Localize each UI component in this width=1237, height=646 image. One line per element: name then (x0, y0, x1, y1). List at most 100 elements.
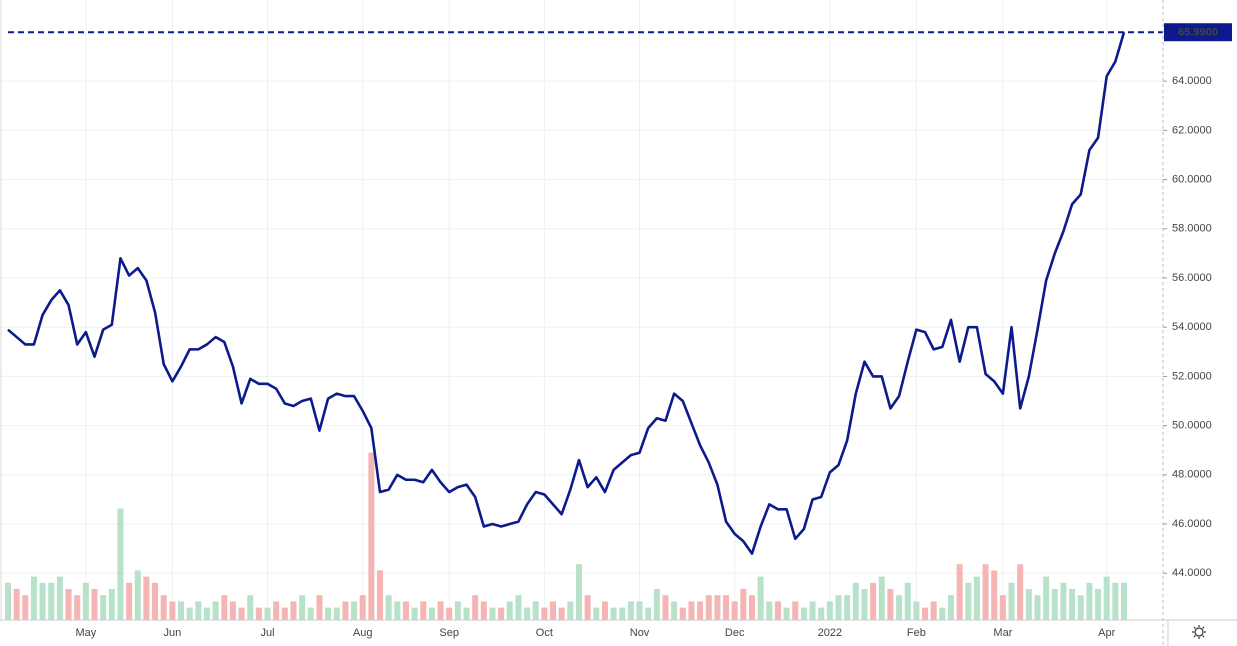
volume-bar (229, 601, 236, 620)
volume-bar (904, 582, 911, 620)
x-tick-label: Feb (907, 627, 926, 639)
volume-bar (1121, 582, 1127, 620)
volume-bar (645, 607, 652, 620)
settings-icon-spokes (1192, 625, 1206, 639)
volume-bar (558, 607, 565, 620)
volume-bar (91, 589, 98, 620)
volume-bar (965, 582, 972, 620)
volume-bar (550, 601, 557, 620)
volume-bar (152, 582, 159, 620)
volume-bar (186, 607, 193, 620)
volume-bar (671, 601, 678, 620)
last-value-box (1164, 23, 1232, 42)
volume-bar (896, 595, 903, 620)
volume-bar (100, 595, 107, 620)
x-tick-label: Dec (725, 627, 745, 639)
volume-bar (1008, 582, 1015, 620)
volume-bar (1086, 582, 1093, 620)
volume-bar (385, 595, 392, 620)
volume-bar (203, 607, 210, 620)
y-tick-label: 54.0000 (1172, 321, 1212, 333)
volume-bar (1051, 589, 1058, 620)
volume-bar (679, 607, 686, 620)
volume-bar (584, 595, 591, 620)
volume-bar (281, 607, 288, 620)
volume-bar (913, 601, 920, 620)
volume-bar (922, 607, 929, 620)
volume-bar (377, 570, 383, 620)
volume-bar (5, 582, 11, 620)
volume-bar (818, 607, 825, 620)
volume-bar (307, 607, 314, 620)
volume-bar (506, 601, 513, 620)
y-tick-label: 48.0000 (1172, 469, 1212, 481)
volume-bar (342, 601, 349, 620)
volume-bar (982, 564, 989, 620)
volume-bar (1077, 595, 1084, 620)
volume-bar (1060, 582, 1067, 620)
volume-bar (30, 576, 37, 620)
volume-bar (575, 564, 582, 620)
settings-icon-ring (1194, 627, 1204, 637)
volume-bar (757, 576, 764, 620)
volume-bar (212, 601, 219, 620)
volume-bar (325, 607, 332, 620)
volume-bar (117, 508, 124, 620)
volume-bar (809, 601, 816, 620)
volume-bar (463, 607, 470, 620)
volume-bar (835, 595, 842, 620)
volume-bar (316, 595, 323, 620)
x-tick-label: Apr (1098, 627, 1115, 639)
volume-bar (749, 595, 755, 620)
volume-bar (489, 607, 496, 620)
volume-bar (368, 452, 375, 620)
x-tick-label: May (75, 627, 96, 639)
volume-bar (480, 601, 487, 620)
x-tick-label: Nov (630, 627, 650, 639)
volume-bar (567, 601, 574, 620)
x-tick-label: 2022 (818, 627, 842, 639)
volume-bar (472, 595, 479, 620)
volume-bar (766, 601, 773, 620)
volume-bar (887, 589, 894, 620)
volume-bar (524, 607, 531, 620)
y-tick-label: 50.0000 (1172, 420, 1212, 432)
volume-bar (999, 595, 1006, 620)
volume-bar (792, 601, 799, 620)
volume-bar (238, 607, 245, 620)
volume-bar (939, 607, 946, 620)
volume-bar (108, 589, 115, 620)
settings-icon[interactable] (1192, 625, 1206, 639)
volume-bar (731, 601, 738, 620)
volume-bar (428, 607, 435, 620)
volume-bar (169, 601, 176, 620)
volume-bar (973, 576, 980, 620)
volume-bar (1017, 564, 1024, 620)
volume-bar (160, 595, 167, 620)
y-tick-label: 56.0000 (1172, 272, 1212, 284)
volume-bar (688, 601, 695, 620)
volume-bar (454, 601, 461, 620)
volume-bar (498, 607, 505, 620)
volume-bar (826, 601, 833, 620)
y-tick-label: 46.0000 (1172, 518, 1212, 530)
x-tick-label: Jul (261, 627, 275, 639)
volume-bar (705, 595, 712, 620)
volume-bar (1043, 576, 1050, 620)
volume-bar (420, 601, 427, 620)
volume-bar (601, 601, 608, 620)
x-tick-label: Aug (353, 627, 373, 639)
volume-bar (255, 607, 262, 620)
volume-bar (783, 607, 790, 620)
y-tick-label: 62.0000 (1172, 124, 1212, 136)
volume-bar (195, 601, 202, 620)
volume-bar (627, 601, 634, 620)
volume-bar (930, 601, 937, 620)
volume-bar (714, 595, 721, 620)
volume-bar (852, 582, 859, 620)
volume-bar (1103, 576, 1110, 620)
